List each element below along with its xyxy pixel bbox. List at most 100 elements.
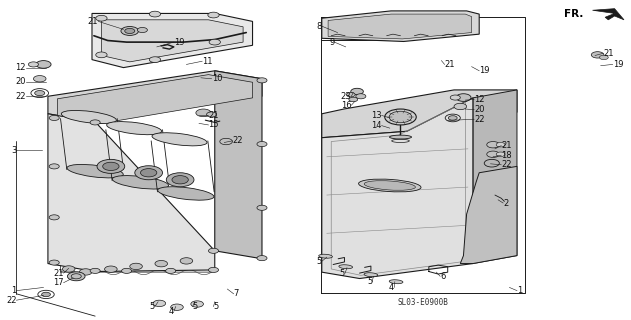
Circle shape [389,111,412,123]
Text: 11: 11 [202,57,213,66]
Polygon shape [328,14,471,39]
Polygon shape [48,114,215,271]
Text: 8: 8 [316,22,322,31]
Circle shape [180,258,192,264]
Circle shape [351,88,363,95]
Text: 17: 17 [53,278,64,287]
Ellipse shape [358,179,421,192]
Text: 22: 22 [15,92,26,101]
Text: 21: 21 [88,17,98,26]
Ellipse shape [158,187,214,200]
Text: 22: 22 [501,160,512,169]
Text: 16: 16 [341,101,351,110]
Text: 18: 18 [501,151,512,160]
Text: 19: 19 [479,66,490,75]
Circle shape [208,12,219,18]
Circle shape [150,57,161,62]
Circle shape [496,152,505,156]
Circle shape [220,138,232,145]
Circle shape [385,109,416,125]
Circle shape [33,76,46,82]
Polygon shape [322,11,479,42]
Circle shape [96,52,107,58]
Circle shape [449,116,457,120]
Circle shape [591,52,604,58]
Text: 22: 22 [6,296,16,305]
Circle shape [206,112,216,117]
Circle shape [346,92,355,97]
Circle shape [80,269,92,275]
Circle shape [49,260,59,265]
Text: 5: 5 [192,302,198,311]
Text: 13: 13 [371,111,382,120]
Text: 15: 15 [208,120,219,130]
Circle shape [35,91,45,96]
Circle shape [130,263,143,270]
Text: 2: 2 [503,198,509,207]
Polygon shape [102,20,243,62]
Circle shape [121,27,139,36]
Circle shape [90,268,100,273]
Circle shape [356,94,366,99]
Text: 21: 21 [53,268,64,278]
Circle shape [349,97,358,102]
Circle shape [496,142,505,147]
Ellipse shape [364,273,378,277]
Text: 10: 10 [211,74,222,83]
Polygon shape [322,98,473,278]
Text: 9: 9 [329,38,334,47]
Text: 19: 19 [613,60,623,69]
Circle shape [49,215,59,220]
Circle shape [68,272,85,281]
Circle shape [103,162,119,171]
Text: SL03-E0900B: SL03-E0900B [397,298,448,307]
Circle shape [191,301,203,307]
Polygon shape [593,9,624,20]
Text: 21: 21 [445,60,455,69]
Circle shape [167,173,194,187]
Circle shape [150,11,161,17]
Text: 20: 20 [474,105,485,114]
Circle shape [105,266,117,272]
Text: 21: 21 [208,111,219,120]
Circle shape [62,266,75,272]
Ellipse shape [112,176,168,189]
Circle shape [487,141,499,148]
Circle shape [141,169,157,177]
Text: 5: 5 [340,268,345,278]
Polygon shape [460,166,517,264]
Circle shape [208,268,218,272]
Circle shape [153,300,166,307]
Circle shape [28,62,38,67]
Circle shape [90,120,100,125]
Circle shape [49,164,59,169]
Text: 4: 4 [168,307,174,316]
Circle shape [97,159,125,173]
Circle shape [138,28,148,33]
Circle shape [456,94,471,101]
Circle shape [209,39,220,45]
Text: 7: 7 [233,289,239,298]
Text: 5: 5 [150,302,155,311]
Text: 5: 5 [367,277,372,286]
Circle shape [125,28,135,34]
Text: 20: 20 [15,77,26,86]
Ellipse shape [152,133,207,146]
Polygon shape [92,13,252,68]
Polygon shape [322,90,517,138]
Text: 12: 12 [15,63,26,72]
Ellipse shape [389,280,403,284]
Polygon shape [473,90,517,264]
Circle shape [155,260,168,267]
Text: 1: 1 [517,286,522,295]
Text: 3: 3 [11,146,16,155]
Text: 22: 22 [232,136,243,145]
Ellipse shape [389,135,411,139]
Circle shape [166,268,175,273]
Text: 23: 23 [341,92,351,101]
Text: 12: 12 [474,95,485,104]
Text: 21: 21 [501,141,512,150]
Ellipse shape [67,164,123,178]
Circle shape [96,15,107,21]
Text: 21: 21 [603,49,614,58]
